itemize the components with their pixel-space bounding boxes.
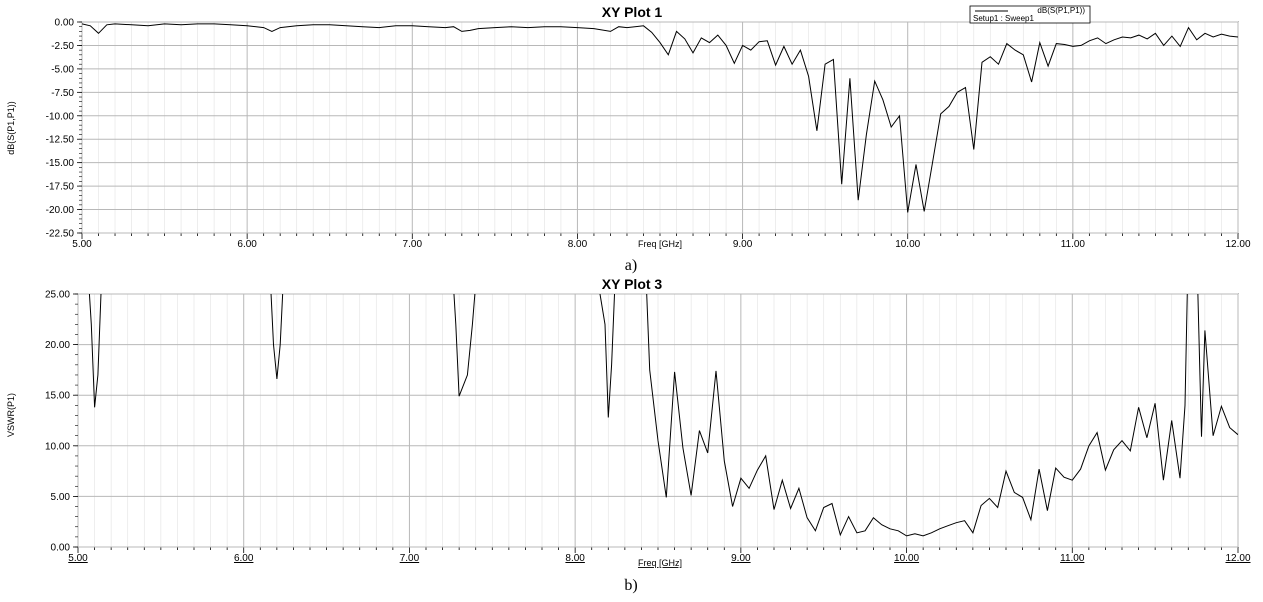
plot-b-x-ticks: 5.00 6.00 7.00 8.00 9.00 10.00 11.00 12.00 <box>68 553 1251 564</box>
x-tick-label: 12.00 <box>1225 553 1250 564</box>
series-line-0 <box>82 23 1238 213</box>
plot-b-x-label: Freq [GHz] <box>638 558 682 568</box>
y-tick-label: -17.50 <box>46 182 75 193</box>
y-tick-label: -20.00 <box>46 205 75 216</box>
plot-a-legend: dB(S(P1,P1)) Setup1 : Sweep1 <box>969 5 1091 24</box>
plot-a-caption: a) <box>625 257 637 274</box>
y-tick-label: 25.00 <box>45 290 70 301</box>
x-tick-label: 7.00 <box>403 239 423 250</box>
x-tick-label: 9.00 <box>731 553 751 564</box>
plot-b-y-label: VSWR(P1) <box>6 393 16 437</box>
x-tick-label: 8.00 <box>568 239 588 250</box>
y-tick-label: -22.50 <box>46 229 75 240</box>
x-tick-label: 11.00 <box>1060 553 1085 564</box>
plot-b-series <box>88 294 1238 537</box>
x-tick-label: 6.00 <box>237 239 257 250</box>
y-tick-label: 15.00 <box>45 391 70 402</box>
y-tick-label: 20.00 <box>45 340 70 351</box>
x-tick-label: 10.00 <box>894 553 919 564</box>
y-tick-label: -2.50 <box>51 41 74 52</box>
x-tick-label: 10.00 <box>895 239 920 250</box>
plot-a-series <box>82 23 1238 213</box>
x-tick-label: 5.00 <box>72 239 92 250</box>
x-tick-label: 9.00 <box>733 239 753 250</box>
y-tick-label: 0.00 <box>51 543 71 554</box>
y-tick-label: -7.50 <box>51 88 74 99</box>
plot-b-title: XY Plot 3 <box>602 276 663 292</box>
plot-b-grid <box>73 293 1239 553</box>
y-tick-label: 5.00 <box>51 492 71 503</box>
plot-a-title: XY Plot 1 <box>602 4 663 20</box>
y-tick-label: 10.00 <box>45 441 70 452</box>
y-tick-label: -10.00 <box>46 111 75 122</box>
x-tick-label: 5.00 <box>68 553 88 564</box>
plot-a: 5.00 6.00 7.00 8.00 9.00 10.00 11.00 12.00 0.00… <box>6 4 1251 274</box>
y-tick-label: -15.00 <box>46 158 75 169</box>
x-tick-label: 12.00 <box>1225 239 1250 250</box>
series-line-0 <box>88 294 1238 537</box>
y-tick-label: 0.00 <box>55 18 75 29</box>
plot-b-caption: b) <box>624 577 637 594</box>
plot-a-x-label: Freq [GHz] <box>638 239 682 249</box>
x-tick-label: 8.00 <box>565 553 585 564</box>
plot-b: 5.00 6.00 7.00 8.00 9.00 10.00 11.00 12.00 25.0… <box>6 276 1251 594</box>
plot-b-y-ticks: 25.00 20.00 15.00 10.00 5.00 0.00 <box>45 290 70 554</box>
plot-a-legend-setup: Setup1 : Sweep1 <box>973 14 1034 23</box>
plot-a-legend-series: dB(S(P1,P1)) <box>1037 6 1085 15</box>
plot-a-x-ticks: 5.00 6.00 7.00 8.00 9.00 10.00 11.00 12.00 <box>72 239 1251 250</box>
plot-a-y-label: dB(S(P1,P1)) <box>6 101 16 155</box>
x-tick-label: 11.00 <box>1061 239 1086 250</box>
y-tick-label: -5.00 <box>51 64 74 75</box>
plot-a-y-ticks: 0.00 -2.50 -5.00 -7.50 -10.00 -12.50 -15.00 -17… <box>46 18 75 240</box>
x-tick-label: 7.00 <box>400 553 420 564</box>
x-tick-label: 6.00 <box>234 553 254 564</box>
y-tick-label: -12.50 <box>46 135 75 146</box>
